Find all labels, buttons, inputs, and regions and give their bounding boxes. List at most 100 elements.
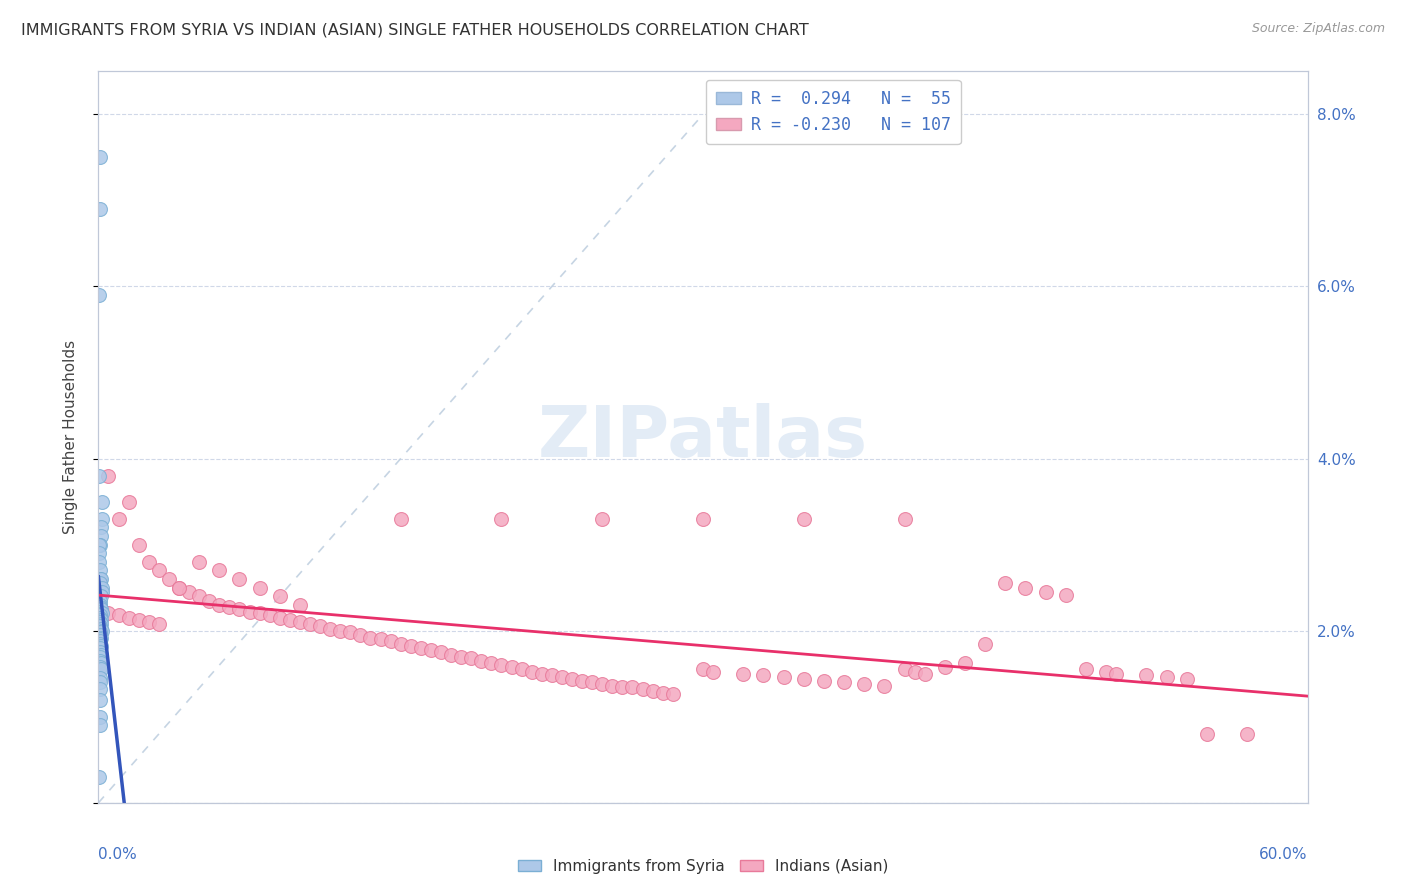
- Point: [309, 619, 332, 633]
- Point: [89, 555, 111, 569]
- Point: [631, 682, 654, 697]
- Point: [460, 651, 482, 665]
- Point: [1035, 585, 1057, 599]
- Point: [89, 611, 111, 625]
- Text: 60.0%: 60.0%: [1260, 847, 1308, 862]
- Point: [239, 605, 262, 619]
- Point: [90, 622, 112, 636]
- Point: [530, 666, 553, 681]
- Point: [319, 622, 342, 636]
- Point: [89, 649, 111, 664]
- Point: [91, 494, 114, 508]
- Point: [481, 657, 503, 671]
- Point: [389, 637, 412, 651]
- Point: [89, 625, 111, 640]
- Point: [470, 654, 492, 668]
- Point: [389, 512, 412, 526]
- Point: [571, 673, 593, 688]
- Point: [89, 654, 111, 668]
- Point: [491, 658, 513, 673]
- Point: [893, 512, 915, 526]
- Point: [89, 692, 111, 706]
- Point: [107, 512, 129, 526]
- Point: [118, 611, 141, 625]
- Point: [208, 598, 231, 612]
- Point: [953, 657, 976, 671]
- Point: [90, 616, 112, 631]
- Point: [89, 605, 111, 619]
- Point: [349, 628, 371, 642]
- Point: [89, 632, 111, 647]
- Point: [288, 598, 311, 612]
- Point: [440, 648, 463, 662]
- Point: [90, 648, 112, 662]
- Point: [89, 599, 111, 614]
- Point: [167, 581, 190, 595]
- Text: 0.0%: 0.0%: [98, 847, 138, 862]
- Point: [90, 662, 112, 676]
- Point: [89, 718, 111, 732]
- Point: [89, 710, 111, 724]
- Point: [370, 632, 392, 647]
- Point: [89, 615, 111, 629]
- Legend: R =  0.294   N =  55, R = -0.230   N = 107: R = 0.294 N = 55, R = -0.230 N = 107: [706, 79, 960, 144]
- Point: [1195, 727, 1218, 741]
- Point: [621, 681, 644, 695]
- Point: [581, 675, 603, 690]
- Point: [793, 672, 815, 686]
- Point: [188, 589, 211, 603]
- Point: [89, 675, 111, 690]
- Point: [793, 512, 815, 526]
- Point: [89, 640, 111, 655]
- Point: [914, 666, 936, 681]
- Point: [288, 615, 311, 629]
- Point: [179, 585, 201, 599]
- Point: [1236, 727, 1258, 741]
- Point: [107, 608, 129, 623]
- Point: [491, 512, 513, 526]
- Point: [198, 593, 221, 607]
- Point: [218, 599, 240, 614]
- Point: [91, 585, 114, 599]
- Point: [89, 538, 111, 552]
- Point: [249, 607, 271, 621]
- Point: [772, 670, 794, 684]
- Point: [89, 637, 111, 651]
- Point: [269, 589, 291, 603]
- Point: [1054, 588, 1077, 602]
- Point: [420, 642, 443, 657]
- Point: [733, 666, 755, 681]
- Point: [329, 624, 352, 638]
- Point: [510, 662, 533, 676]
- Point: [1105, 666, 1128, 681]
- Point: [89, 608, 111, 623]
- Point: [228, 572, 250, 586]
- Y-axis label: Single Father Households: Single Father Households: [63, 340, 77, 534]
- Point: [89, 598, 111, 612]
- Point: [89, 634, 111, 648]
- Point: [89, 150, 111, 164]
- Point: [380, 634, 402, 648]
- Point: [90, 602, 112, 616]
- Text: ZIPatlas: ZIPatlas: [538, 402, 868, 472]
- Point: [520, 665, 543, 679]
- Point: [832, 675, 855, 690]
- Point: [97, 607, 120, 621]
- Point: [813, 673, 835, 688]
- Point: [934, 660, 956, 674]
- Point: [752, 668, 775, 682]
- Point: [91, 512, 114, 526]
- Point: [994, 576, 1017, 591]
- Point: [641, 684, 664, 698]
- Point: [91, 624, 114, 638]
- Point: [89, 682, 111, 697]
- Point: [873, 679, 896, 693]
- Point: [409, 640, 432, 655]
- Point: [360, 631, 382, 645]
- Point: [612, 680, 634, 694]
- Point: [893, 662, 915, 676]
- Point: [89, 546, 111, 560]
- Point: [90, 520, 112, 534]
- Point: [591, 512, 613, 526]
- Point: [269, 611, 291, 625]
